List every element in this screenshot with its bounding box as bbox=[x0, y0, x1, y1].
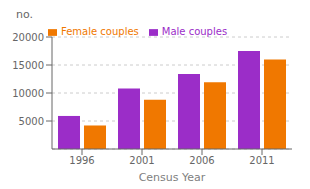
svg-text:5000: 5000 bbox=[19, 116, 44, 127]
svg-text:10000: 10000 bbox=[12, 88, 44, 99]
html-text:Male couples: Male couples bbox=[161, 26, 228, 37]
svg-text:2001: 2001 bbox=[129, 155, 154, 166]
svg-text:2006: 2006 bbox=[189, 155, 214, 166]
html-text:Female couples: Female couples bbox=[61, 26, 139, 37]
html-text:no.: no. bbox=[16, 8, 33, 21]
svg-text:15000: 15000 bbox=[12, 60, 44, 71]
svg-text:20000: 20000 bbox=[12, 32, 44, 43]
svg-text:2011: 2011 bbox=[249, 155, 274, 166]
svg-text:1996: 1996 bbox=[69, 155, 94, 166]
svg-text:Census Year: Census Year bbox=[139, 171, 206, 181]
